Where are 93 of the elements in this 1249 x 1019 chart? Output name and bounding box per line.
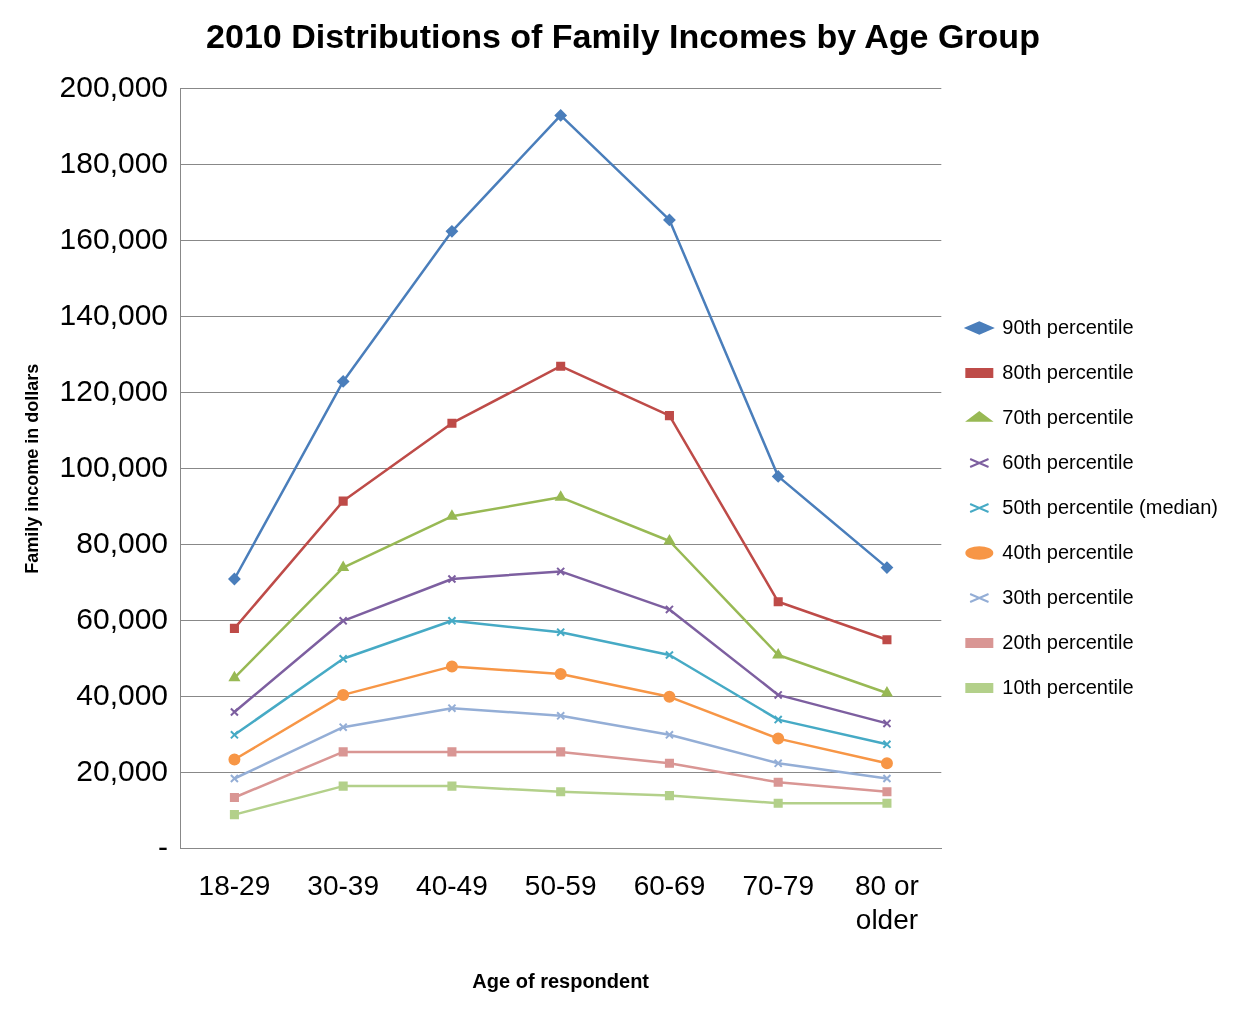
x-tick-label: 70-79 [742, 870, 815, 902]
point [772, 732, 785, 745]
point [882, 718, 892, 728]
point [338, 616, 348, 626]
point [773, 777, 783, 787]
legend-label: 80th percentile [1002, 360, 1134, 383]
point [554, 668, 567, 680]
point [447, 781, 457, 791]
point [229, 671, 240, 682]
legend-label: 20th percentile [1002, 630, 1134, 653]
point [773, 690, 783, 700]
point [229, 773, 239, 784]
point [447, 616, 457, 626]
point [447, 574, 457, 584]
point [338, 654, 348, 664]
legend-label: 90th percentile [1002, 315, 1134, 338]
point [556, 711, 566, 721]
legend-label: 70th percentile [1002, 405, 1134, 428]
point [773, 597, 783, 607]
point [882, 787, 892, 797]
point [554, 109, 567, 122]
point [556, 627, 566, 637]
point [556, 361, 566, 371]
point [882, 635, 892, 645]
point [228, 753, 241, 766]
point [663, 213, 676, 226]
legend-label: 50th percentile (median) [1002, 495, 1219, 518]
point [229, 792, 239, 803]
y-tick-label: 100,000 [59, 450, 169, 484]
y-tick-label: 20,000 [76, 754, 169, 788]
point [663, 690, 676, 703]
point [337, 375, 350, 388]
point [447, 703, 457, 713]
point [338, 496, 348, 506]
y-tick-label: 160,000 [59, 222, 169, 256]
point [772, 470, 785, 483]
point [882, 798, 892, 808]
point [556, 787, 566, 797]
legend-label: 30th percentile [1002, 585, 1134, 608]
x-tick-label: 50-59 [524, 870, 597, 902]
point [338, 722, 348, 732]
x-tick-label: 30-39 [307, 870, 379, 902]
y-tick-label: 60,000 [76, 602, 169, 636]
point [882, 739, 892, 749]
y-tick-label: 120,000 [59, 374, 169, 408]
point [664, 535, 675, 545]
point [337, 561, 349, 572]
point [556, 566, 566, 576]
x-tick-label: 80 or older [855, 870, 919, 935]
x-tick-label: 60-69 [633, 870, 706, 902]
point [228, 573, 241, 585]
y-tick-label: - [158, 830, 169, 864]
point [664, 650, 674, 660]
y-tick-label: 140,000 [59, 298, 169, 332]
y-tick-label: 200,000 [59, 70, 169, 104]
point [447, 747, 457, 757]
point [880, 561, 893, 574]
point [773, 715, 783, 725]
point [229, 623, 239, 633]
chart-title: 2010 Distributions of Family Incomes by Age Group [206, 16, 1040, 55]
point [664, 758, 674, 768]
x-tick-label: 18-29 [198, 870, 271, 902]
point [445, 225, 458, 238]
legend-label: 40th percentile [1002, 540, 1134, 563]
point [445, 660, 458, 673]
point [882, 773, 892, 784]
point [773, 798, 783, 808]
point [664, 604, 674, 614]
point [229, 730, 239, 740]
point [229, 707, 239, 717]
legend-label: 60th percentile [1002, 450, 1134, 473]
point [664, 791, 674, 801]
legend-label: 10th percentile [1002, 675, 1134, 698]
y-axis-title: Family income in dollars [21, 363, 42, 574]
point [338, 781, 348, 791]
y-tick-label: 40,000 [76, 678, 169, 712]
point [447, 418, 457, 428]
point [881, 687, 893, 697]
point [773, 758, 783, 768]
point [556, 747, 566, 757]
x-tick-label: 40-49 [416, 870, 488, 902]
y-tick-label: 180,000 [59, 146, 169, 180]
y-tick-label: 80,000 [76, 526, 169, 560]
point [446, 510, 458, 520]
point [338, 747, 348, 757]
point [664, 411, 674, 421]
point [772, 649, 784, 659]
point [229, 810, 239, 820]
point [880, 757, 893, 770]
point [337, 688, 350, 701]
point [664, 730, 674, 740]
point [555, 491, 567, 501]
x-axis-title: Age of respondent [472, 969, 650, 992]
